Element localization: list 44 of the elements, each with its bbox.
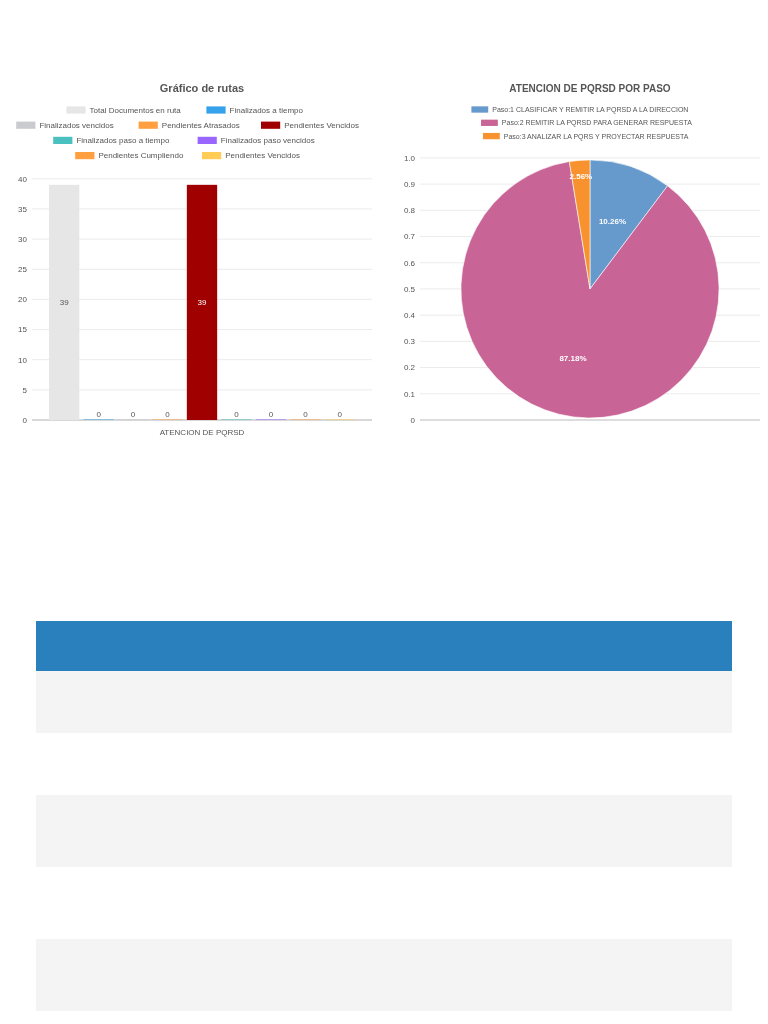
y-tick-label: 10 bbox=[18, 355, 28, 365]
y-tick-label: 15 bbox=[18, 325, 28, 335]
data-label: 0 bbox=[234, 409, 240, 419]
y-tick-label: 30 bbox=[18, 234, 28, 244]
text: 0.4 bbox=[403, 310, 416, 320]
y-tick-label: 20 bbox=[18, 295, 28, 305]
data-label: 0 bbox=[337, 409, 343, 419]
data-label: 0 bbox=[268, 409, 274, 419]
x-tick-label: ATENCION DE PQRSD bbox=[159, 427, 245, 437]
y-tick-label: 35 bbox=[18, 204, 28, 214]
legend-label: Pendientes Atrasados bbox=[161, 121, 240, 130]
text: 0.6 bbox=[403, 258, 416, 268]
legend-label: Finalizados paso a tiempo bbox=[76, 136, 170, 146]
data-label: 39 bbox=[197, 298, 207, 308]
y-tick-label: 25 bbox=[18, 265, 28, 275]
y-tick-label: 5 bbox=[22, 385, 28, 395]
chart-title: ATENCION DE PQRSD POR PASO bbox=[509, 83, 671, 94]
y-tick-label: 40 bbox=[18, 174, 28, 184]
legend-label: Finalizados vencidos bbox=[39, 121, 114, 130]
legend-label: Pendientes Vencidos bbox=[284, 121, 359, 130]
chart-title: Gráfico de rutas bbox=[159, 82, 245, 94]
text: 0.3 bbox=[403, 337, 416, 347]
data-label: 39 bbox=[59, 298, 70, 308]
pie-slice bbox=[460, 161, 720, 419]
text: 0.7 bbox=[403, 232, 416, 242]
legend-label: Pendientes Vencidos bbox=[225, 151, 300, 161]
legend-label: Finalizados a tiempo bbox=[229, 105, 304, 115]
data-label: 0 bbox=[96, 409, 102, 419]
text: 0.2 bbox=[403, 363, 416, 373]
legend-label: Finalizados paso vencidos bbox=[220, 136, 315, 146]
text: 1.0 bbox=[403, 153, 416, 163]
text: 0.8 bbox=[403, 206, 416, 216]
y-tick-label: 0 bbox=[22, 415, 28, 425]
data-label: 87.18% bbox=[559, 353, 587, 363]
text: 0.5 bbox=[403, 284, 416, 294]
legend-label: Total Documentos en ruta bbox=[89, 105, 182, 115]
data-label: 10.26% bbox=[598, 217, 627, 227]
text: 0 bbox=[410, 415, 416, 425]
data-label: 0 bbox=[303, 409, 309, 419]
text: 0.1 bbox=[403, 389, 416, 399]
data-label: 0 bbox=[165, 409, 171, 419]
legend-label: Pendientes Cumpliendo bbox=[98, 151, 184, 161]
data-label: 0 bbox=[130, 409, 136, 419]
text: 0.9 bbox=[403, 179, 416, 189]
